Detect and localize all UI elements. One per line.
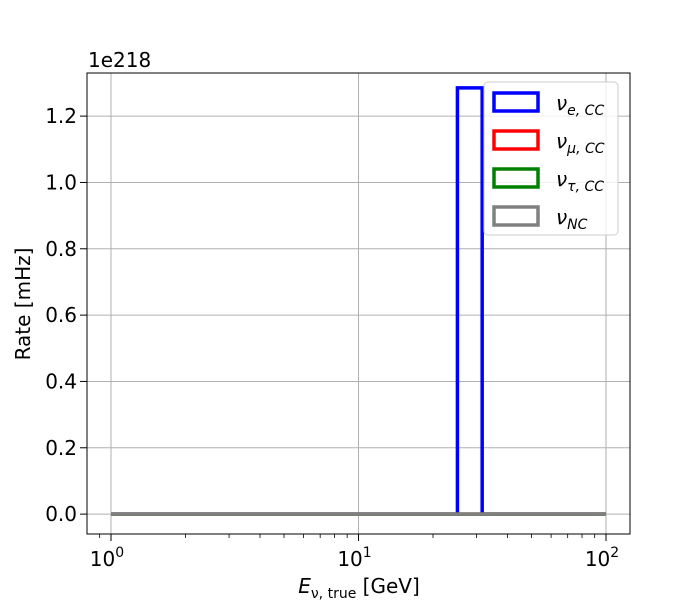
x-tick-exponent: 0 — [115, 545, 124, 561]
legend-swatch-cc — [492, 167, 540, 189]
legend-label-nc: νNC — [556, 205, 588, 233]
x-axis-label: Eν, true [GeV] — [298, 574, 420, 600]
legend-label-sub: e, CC — [567, 103, 604, 119]
legend-label-sub: NC — [567, 217, 587, 233]
x-axis: 100 101 102 — [90, 534, 619, 571]
y-tick-label: 1.0 — [45, 170, 77, 194]
y-tick-label: 0.8 — [45, 237, 77, 261]
legend-label-main: ν — [556, 167, 567, 191]
y-tick-label: 0.0 — [45, 502, 77, 526]
x-tick-label: 100 — [90, 545, 124, 571]
x-tick-label: 102 — [585, 545, 619, 571]
legend-swatch-nc — [492, 205, 540, 227]
legend-swatch-cc — [492, 129, 540, 151]
y-offset-label: 1e218 — [88, 48, 151, 72]
x-axis-label-sub: ν, true — [311, 586, 356, 600]
x-tick-exponent: 2 — [610, 545, 619, 561]
legend-label-main: ν — [556, 91, 567, 115]
legend-box — [483, 81, 619, 236]
legend-label-sub: μ, CC — [566, 141, 605, 157]
x-axis-label-main: E — [298, 574, 311, 598]
legend-label-cc: ντ, CC — [556, 167, 604, 195]
x-tick-base: 10 — [585, 547, 610, 571]
legend-label-main: ν — [556, 205, 567, 229]
legend-label-main: ν — [556, 129, 567, 153]
legend-swatch-e-cc — [492, 91, 540, 113]
x-tick-base: 10 — [337, 547, 362, 571]
legend-label-sub: τ, CC — [567, 179, 604, 195]
x-axis-label-unit: [GeV] — [356, 574, 419, 598]
y-tick-label: 0.2 — [45, 436, 77, 460]
legend-label-e-cc: νe, CC — [556, 91, 604, 119]
y-tick-label: 1.2 — [45, 104, 77, 128]
y-axis: 0.0 0.2 0.4 0.6 0.8 1.0 1.2 — [45, 104, 87, 526]
y-tick-label: 0.6 — [45, 303, 77, 327]
series-layer — [110, 86, 607, 516]
y-tick-label: 0.4 — [45, 369, 77, 393]
x-tick-label: 101 — [337, 545, 371, 571]
y-axis-label: Rate [mHz] — [11, 248, 35, 361]
x-tick-base: 10 — [90, 547, 115, 571]
legend-label-cc: νμ, CC — [556, 129, 605, 157]
x-tick-exponent: 1 — [363, 545, 372, 561]
